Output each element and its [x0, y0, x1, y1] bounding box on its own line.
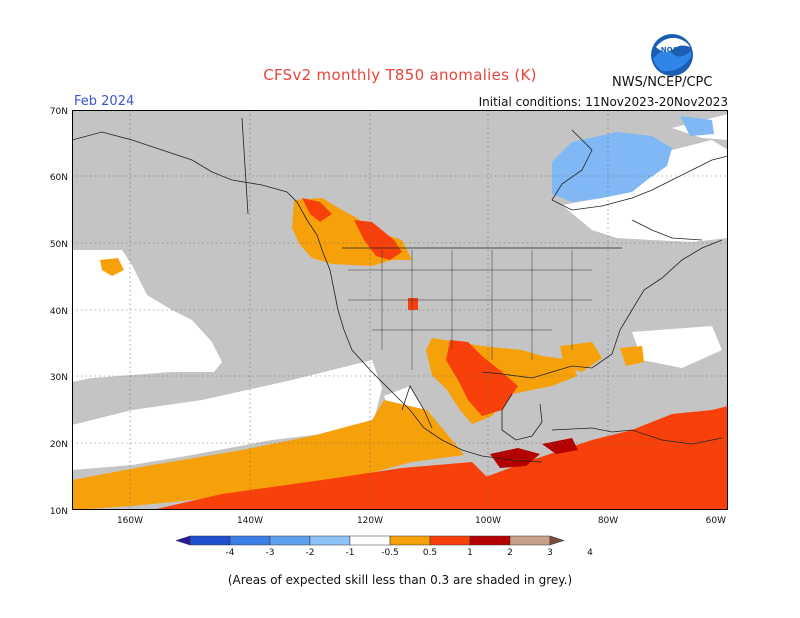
colorbar-swatch: [269, 535, 311, 546]
colorbar-swatch: [429, 535, 471, 546]
map-title: CFSv2 monthly T850 anomalies (K): [263, 66, 537, 84]
colorbar-label: 1: [467, 548, 473, 558]
lat-label-70n: 70N: [50, 107, 68, 117]
colorbar-swatch: [189, 535, 231, 546]
state-borders: [348, 250, 592, 370]
coastlines: [72, 117, 728, 463]
colorbar-label: -0.5: [381, 548, 399, 558]
hot-anomaly-southwest: [446, 340, 518, 416]
colorbar-swatch: [229, 535, 271, 546]
hot-anomaly-caribbean: [472, 406, 728, 510]
colorbar-arrow-low: [175, 535, 191, 546]
colorbar-label: -1: [346, 548, 355, 558]
colorbar-label: -2: [306, 548, 315, 558]
colorbar-swatch: [349, 535, 391, 546]
colorbar-swatch: [389, 535, 431, 546]
warm-anomaly-pacific-small: [100, 258, 124, 276]
negative-anomaly-baffin: [680, 116, 714, 136]
warm-anomaly-tropics: [72, 400, 464, 510]
agency-label: NWS/NCEP/CPC: [612, 75, 713, 90]
anomaly-map: [72, 110, 728, 510]
lon-label-140w: 140W: [237, 516, 263, 526]
lat-label-30n: 30N: [50, 373, 68, 383]
unshaded-region-pacific-south: [72, 360, 382, 470]
very-hot-anomaly-gulf: [542, 438, 578, 454]
colorbar-swatch: [469, 535, 511, 546]
colorbar-label: -4: [226, 548, 235, 558]
colorbar-label: 2: [507, 548, 513, 558]
warm-anomaly-southeast: [560, 342, 602, 372]
latitude-axis: 70N 60N 50N 40N 30N 20N 10N: [50, 107, 68, 517]
lon-label-60w: 60W: [706, 516, 726, 526]
skill-footnote: (Areas of expected skill less than 0.3 a…: [227, 573, 573, 587]
lat-label-60n: 60N: [50, 173, 68, 183]
map-frame: [72, 110, 728, 510]
colorbar-swatch: [509, 535, 551, 546]
lat-label-50n: 50N: [50, 240, 68, 250]
noaa-logo-text: NOAA: [661, 46, 684, 54]
very-hot-anomaly-mexico: [490, 448, 540, 468]
colorbar-arrow-high: [549, 535, 565, 546]
colorbar-label: 3: [547, 548, 553, 558]
longitude-axis: 160W 140W 120W 100W 80W 60W: [117, 516, 726, 526]
hot-anomaly-pacific-south: [152, 462, 492, 510]
colorbar-swatch: [309, 535, 351, 546]
colorbar-label: 4: [587, 548, 593, 558]
lon-label-160w: 160W: [117, 516, 143, 526]
negative-anomaly-hudson: [552, 132, 672, 202]
noaa-logo: NOAA: [650, 33, 694, 77]
lat-label-20n: 20N: [50, 440, 68, 450]
lon-label-120w: 120W: [357, 516, 383, 526]
lat-label-10n: 10N: [50, 507, 68, 517]
unshaded-region-atlantic: [632, 326, 722, 368]
lat-label-40n: 40N: [50, 307, 68, 317]
hot-anomaly-rockies: [354, 220, 402, 260]
colorbar-labels: -4 -3 -2 -1 -0.5 0.5 1 2 3 4: [226, 548, 594, 558]
lon-label-80w: 80W: [598, 516, 618, 526]
colorbar-label: 0.5: [423, 548, 437, 558]
colorbar-swatches: [175, 535, 565, 546]
colorbar: -4 -3 -2 -1 -0.5 0.5 1 2 3 4: [175, 535, 594, 558]
hot-anomaly-bc-coast: [302, 198, 332, 222]
unshaded-region-pacific: [72, 250, 222, 382]
hot-anomaly-washington: [408, 298, 418, 310]
lon-label-100w: 100W: [475, 516, 501, 526]
unshaded-region-canada-east: [562, 140, 728, 242]
graticule: [72, 110, 728, 510]
forecast-month: Feb 2024: [74, 94, 135, 109]
colorbar-label: -3: [266, 548, 275, 558]
warm-anomaly-atlantic-coast: [620, 346, 644, 366]
initial-conditions: Initial conditions: 11Nov2023-20Nov2023: [478, 95, 728, 109]
